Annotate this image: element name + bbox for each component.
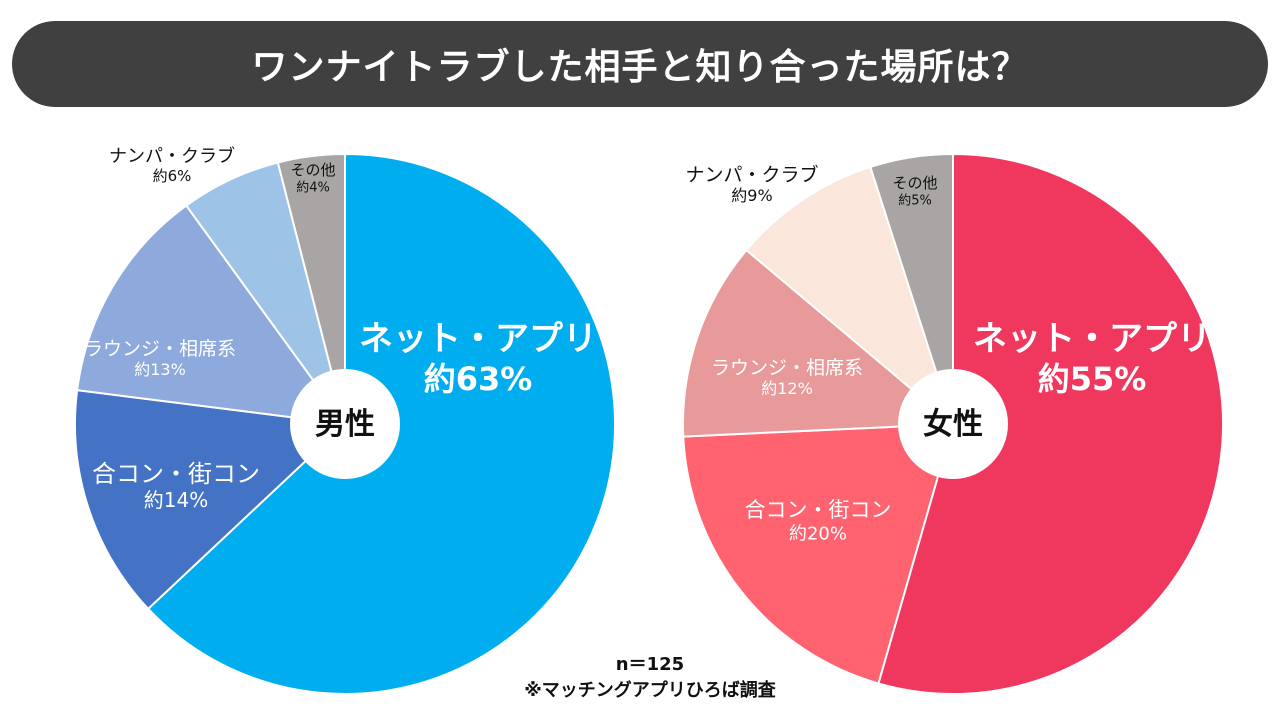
pie1-center-label: 男性 — [315, 407, 375, 442]
pie2-slice-4-name: その他 — [892, 174, 937, 192]
pie1-slice-2-name: ラウンジ・相席系 — [84, 338, 236, 360]
pie2-center-circle — [898, 369, 1008, 479]
pie2-slice-3-value: 約9% — [731, 186, 772, 205]
sample-size: n＝125 — [615, 654, 685, 675]
pie1-slice-3-name: ナンパ・クラブ — [109, 145, 235, 167]
pie1-slice-4-name: その他 — [290, 161, 335, 179]
pie1-slice-0-value: 約63% — [424, 360, 533, 398]
pie2-slice-4 — [869, 152, 954, 425]
pie2-slice-2-name: ラウンジ・相席系 — [711, 357, 863, 379]
pie2-slice-2 — [681, 248, 956, 438]
page-title: ワンナイトラブした相手と知り合った場所は？ — [251, 47, 1029, 88]
pie1-slice-1 — [74, 389, 348, 611]
footnote: n＝125 ※マッチングアプリひろば調査 — [440, 652, 860, 704]
pie1-slice-1-value: 約14% — [144, 488, 208, 512]
title-banner: ワンナイトラブした相手と知り合った場所は？ — [12, 21, 1268, 107]
pie2-slice-1 — [682, 422, 955, 685]
pie2-slice-0-value: 約55% — [1038, 360, 1147, 398]
pie1-slice-2 — [76, 204, 348, 426]
pie1-slice-3-value: 約6% — [153, 167, 192, 185]
pie2-slice-0-name: ネット・アプリ — [973, 319, 1211, 359]
pie1-slice-4 — [276, 152, 346, 425]
source-note: ※マッチングアプリひろば調査 — [524, 680, 776, 701]
pie2-slice-2-value: 約12% — [761, 379, 813, 398]
pie2-slice-4-value: 約5% — [898, 193, 932, 208]
pie2-slice-1-name: 合コン・街コン — [745, 498, 892, 522]
pie1-slice-4-value: 約4% — [296, 180, 330, 195]
pie2-slice-1-value: 約20% — [789, 524, 847, 545]
pie2-slice-3-name: ナンパ・クラブ — [685, 163, 818, 186]
pie1-slice-2-value: 約13% — [134, 360, 186, 379]
pie2-slice-3 — [745, 165, 956, 428]
pie2-slice-0 — [877, 152, 1224, 695]
pie1-slice-1-name: 合コン・街コン — [92, 460, 260, 488]
pie1-slice-0-name: ネット・アプリ — [359, 319, 597, 359]
pie2-center-label: 女性 — [923, 407, 983, 442]
pie1-center-circle — [290, 369, 400, 479]
